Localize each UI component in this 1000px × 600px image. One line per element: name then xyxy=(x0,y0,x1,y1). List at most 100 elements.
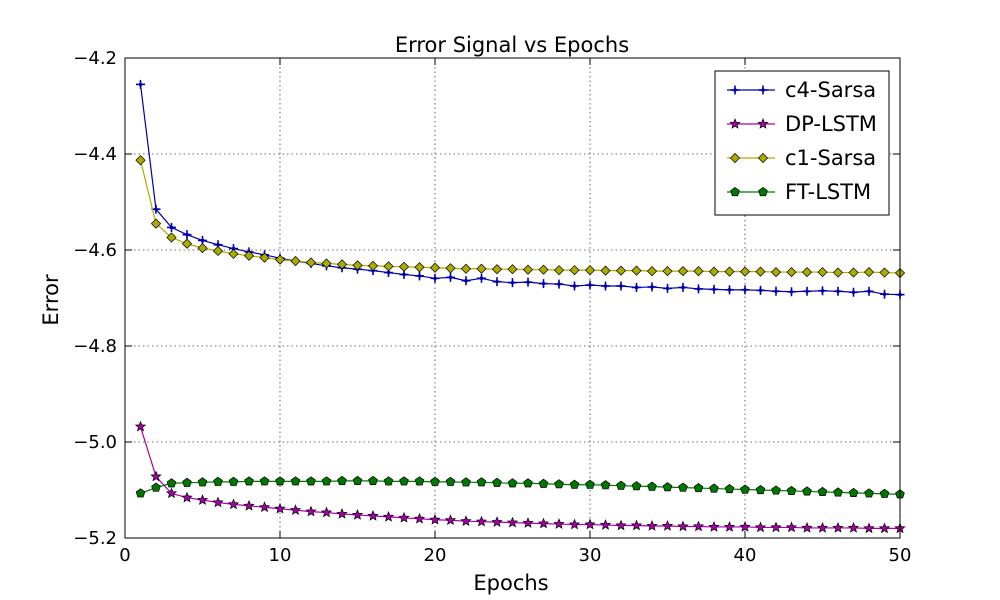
data-point-ft-lstm xyxy=(693,483,704,493)
x-tick-label: 20 xyxy=(424,545,447,566)
data-point-ft-lstm xyxy=(461,477,471,487)
data-point-ft-lstm xyxy=(306,476,316,486)
data-point-c1-sarsa xyxy=(429,262,441,273)
series-ft-lstm xyxy=(135,475,905,499)
data-point-ft-lstm xyxy=(616,480,626,490)
data-point-c1-sarsa xyxy=(863,266,875,278)
data-point-c1-sarsa xyxy=(755,266,766,277)
data-point-dp-lstm xyxy=(444,514,457,526)
data-point-c4-sarsa xyxy=(880,289,889,299)
data-point-c1-sarsa xyxy=(662,266,673,277)
data-point-c4-sarsa xyxy=(849,287,858,297)
data-point-ft-lstm xyxy=(833,487,843,497)
data-point-dp-lstm xyxy=(522,517,534,528)
data-point-dp-lstm xyxy=(584,518,596,530)
series-c4-sarsa xyxy=(136,79,905,300)
x-tick-label: 0 xyxy=(119,545,130,566)
series-c1-sarsa xyxy=(135,155,906,279)
data-point-ft-lstm xyxy=(399,476,409,486)
data-point-ft-lstm xyxy=(228,476,239,486)
data-point-dp-lstm xyxy=(553,518,565,529)
data-point-c1-sarsa xyxy=(569,265,580,276)
legend-marker xyxy=(730,85,740,95)
data-point-c1-sarsa xyxy=(507,264,518,275)
data-point-ft-lstm xyxy=(492,477,502,487)
data-point-ft-lstm xyxy=(151,482,161,492)
data-point-c1-sarsa xyxy=(770,266,782,278)
data-point-c1-sarsa xyxy=(832,267,844,278)
data-point-c1-sarsa xyxy=(259,252,270,263)
data-point-dp-lstm xyxy=(568,518,581,530)
data-point-dp-lstm xyxy=(537,517,550,529)
legend: c4-Sarsa DP-LSTM c1-Sarsa FT-LSTM xyxy=(714,70,890,216)
data-point-c4-sarsa xyxy=(136,79,145,89)
data-point-c4-sarsa xyxy=(492,277,502,287)
data-point-c4-sarsa xyxy=(446,272,455,282)
data-point-ft-lstm xyxy=(445,476,456,486)
data-point-c1-sarsa xyxy=(693,266,704,277)
data-point-c1-sarsa xyxy=(212,245,224,257)
data-point-dp-lstm xyxy=(785,521,798,533)
data-point-ft-lstm xyxy=(631,481,642,491)
data-point-dp-lstm xyxy=(599,519,612,530)
data-point-ft-lstm xyxy=(321,476,332,486)
data-point-ft-lstm xyxy=(275,476,285,486)
data-point-c4-sarsa xyxy=(570,281,579,291)
data-point-c1-sarsa xyxy=(615,265,627,276)
x-tick-label: 10 xyxy=(269,545,292,566)
data-point-dp-lstm xyxy=(150,470,162,482)
data-point-ft-lstm xyxy=(600,480,611,490)
data-point-c1-sarsa xyxy=(398,261,410,272)
data-point-ft-lstm xyxy=(197,477,208,487)
data-point-dp-lstm xyxy=(708,521,720,532)
data-point-c4-sarsa xyxy=(725,285,734,295)
data-point-dp-lstm xyxy=(506,516,519,528)
data-point-dp-lstm xyxy=(770,521,782,533)
series-layer xyxy=(134,79,906,534)
data-point-dp-lstm xyxy=(816,521,829,533)
data-point-c4-sarsa xyxy=(508,278,517,288)
legend-marker xyxy=(729,118,741,129)
data-point-ft-lstm xyxy=(848,487,859,497)
legend-item: c4-Sarsa xyxy=(727,78,876,102)
data-point-dp-lstm xyxy=(398,511,410,523)
data-point-c1-sarsa xyxy=(243,250,255,261)
data-point-c4-sarsa xyxy=(678,282,688,292)
data-point-ft-lstm xyxy=(414,476,425,486)
data-point-c4-sarsa xyxy=(539,279,548,289)
data-point-dp-lstm xyxy=(491,516,503,527)
series-dp-lstm xyxy=(134,420,906,534)
data-point-dp-lstm xyxy=(243,499,255,511)
data-point-c4-sarsa xyxy=(802,286,812,296)
data-point-ft-lstm xyxy=(337,475,347,485)
data-point-ft-lstm xyxy=(213,476,223,486)
x-tick-label: 40 xyxy=(734,545,757,566)
data-point-ft-lstm xyxy=(135,488,146,498)
data-point-dp-lstm xyxy=(661,520,674,531)
data-point-c4-sarsa xyxy=(663,283,672,293)
data-point-c1-sarsa xyxy=(274,254,286,265)
data-point-c1-sarsa xyxy=(584,265,596,276)
data-point-c4-sarsa xyxy=(833,286,843,296)
data-point-dp-lstm xyxy=(212,496,224,508)
data-point-ft-lstm xyxy=(182,477,192,487)
data-point-c4-sarsa xyxy=(601,281,610,291)
data-point-dp-lstm xyxy=(863,522,875,534)
data-point-dp-lstm xyxy=(723,521,736,532)
data-point-dp-lstm xyxy=(289,504,302,515)
data-point-dp-lstm xyxy=(832,521,844,533)
data-point-c1-sarsa xyxy=(321,258,332,269)
y-axis-title: Error xyxy=(39,274,63,326)
data-point-ft-lstm xyxy=(430,476,440,486)
data-point-dp-lstm xyxy=(305,505,317,517)
data-point-ft-lstm xyxy=(662,482,673,492)
data-point-c4-sarsa xyxy=(709,284,719,294)
y-tick-label: −5.0 xyxy=(73,432,117,453)
data-point-c4-sarsa xyxy=(740,285,750,295)
data-point-ft-lstm xyxy=(523,478,533,488)
data-point-dp-lstm xyxy=(692,520,705,532)
data-point-dp-lstm xyxy=(754,521,767,533)
data-point-dp-lstm xyxy=(367,509,379,521)
data-point-ft-lstm xyxy=(585,479,595,489)
data-point-c1-sarsa xyxy=(631,265,642,276)
